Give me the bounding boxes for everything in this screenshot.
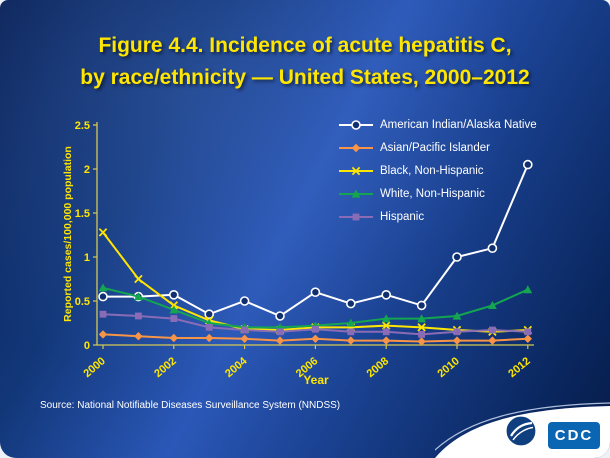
- legend-item: Asian/Pacific Islander: [338, 141, 537, 155]
- hhs-seal-icon: [505, 415, 537, 447]
- title-line-1: Figure 4.4. Incidence of acute hepatitis…: [98, 34, 512, 57]
- y-tick-label: 0: [84, 340, 90, 352]
- legend-item: American Indian/Alaska Native: [338, 118, 537, 132]
- x-tick-label: 2000: [81, 355, 107, 380]
- x-tick-label: 2004: [223, 355, 250, 380]
- footer-logos: CDC: [435, 398, 610, 458]
- cdc-logo-text: CDC: [554, 427, 594, 444]
- y-axis-label: Reported cases/100,000 population: [62, 146, 74, 322]
- x-axis-label: Year: [303, 373, 329, 387]
- x-tick-label: 2010: [435, 355, 461, 380]
- title-line-2: by race/ethnicity — United States, 2000–…: [80, 66, 530, 89]
- legend-item: White, Non-Hispanic: [338, 187, 537, 201]
- legend-label: White, Non-Hispanic: [380, 188, 485, 200]
- y-tick-label: 2: [84, 164, 90, 176]
- cdc-logo: CDC: [548, 422, 600, 449]
- source-text: Source: National Notifiable Diseases Sur…: [40, 400, 341, 411]
- legend-item: Hispanic: [338, 210, 537, 224]
- series-line: [102, 231, 528, 333]
- legend-label: Asian/Pacific Islander: [380, 142, 490, 154]
- legend-label: American Indian/Alaska Native: [380, 119, 537, 131]
- y-tick-label: 1.5: [75, 208, 90, 220]
- legend-item: Black, Non-Hispanic: [338, 164, 537, 178]
- legend-marker-x-icon: [339, 166, 373, 176]
- legend-label: Hispanic: [380, 211, 425, 223]
- chart-legend: American Indian/Alaska Native Asian/Pacif…: [338, 118, 537, 233]
- hhs-logo: [504, 414, 538, 453]
- x-tick-label: 2012: [506, 355, 532, 380]
- legend-marker-triangle-icon: [339, 189, 373, 198]
- legend-label: Black, Non-Hispanic: [380, 165, 484, 177]
- legend-marker-square-icon: [339, 213, 373, 221]
- y-tick-label: 0.5: [75, 296, 90, 308]
- legend-marker-circle-open-icon: [339, 120, 373, 130]
- y-tick-label: 1: [84, 252, 90, 264]
- page-title: Figure 4.4. Incidence of acute hepatitis…: [0, 30, 610, 94]
- y-tick-label: 2.5: [75, 120, 90, 132]
- x-tick-label: 2008: [365, 355, 391, 380]
- x-tick-label: 2002: [152, 355, 178, 380]
- legend-marker-diamond-icon: [339, 143, 373, 153]
